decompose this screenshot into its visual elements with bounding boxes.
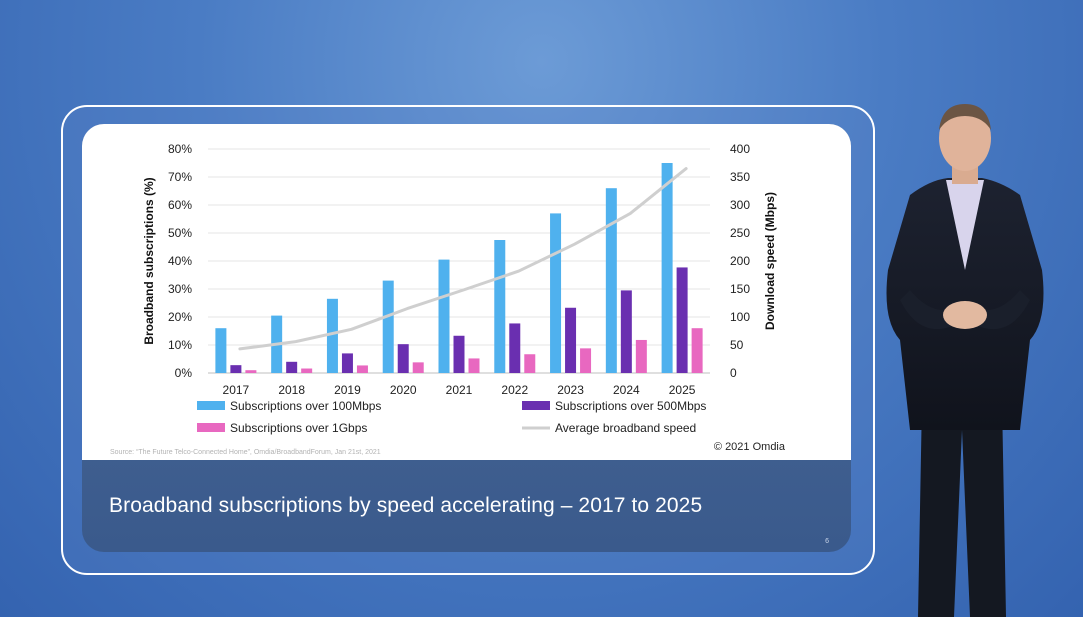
- bar-0-2022: [494, 240, 506, 373]
- presenter-figure: [886, 104, 1044, 617]
- y-tick-label: 40%: [168, 254, 192, 268]
- bar-1-2022: [509, 323, 521, 373]
- bar-1-2017: [230, 365, 242, 373]
- bar-2-2017: [245, 370, 257, 373]
- y2-tick-label: 250: [730, 226, 750, 240]
- y2-tick-label: 300: [730, 198, 750, 212]
- legend-swatch: [197, 401, 225, 410]
- y-axis-label: Broadband subscriptions (%): [142, 177, 156, 344]
- bar-0-2025: [661, 163, 673, 373]
- bar-0-2024: [605, 188, 617, 373]
- y2-axis-label: Download speed (Mbps): [763, 192, 777, 330]
- bar-1-2020: [397, 344, 409, 373]
- chart-panel: 0% 10% 20% 30% 40% 50% 60% 70% 80% 0 50 100 150 200 25…: [82, 124, 851, 460]
- x-tick-label: 2018: [278, 383, 305, 397]
- y-tick-label: 80%: [168, 142, 192, 156]
- y-tick-label: 70%: [168, 170, 192, 184]
- bar-1-2023: [565, 307, 577, 373]
- slide-card: 0% 10% 20% 30% 40% 50% 60% 70% 80% 0 50 100 150 200 25…: [82, 124, 851, 552]
- broadband-chart: 0% 10% 20% 30% 40% 50% 60% 70% 80% 0 50 100 150 200 25…: [110, 142, 786, 456]
- bar-0-2020: [382, 280, 394, 373]
- legend-label: Subscriptions over 500Mbps: [555, 399, 706, 413]
- legend-label: Average broadband speed: [555, 421, 696, 435]
- y-tick-label: 10%: [168, 338, 192, 352]
- bar-0-2019: [326, 298, 338, 373]
- y2-tick-label: 350: [730, 170, 750, 184]
- bar-2-2024: [635, 339, 647, 373]
- bar-1-2019: [341, 353, 353, 373]
- y2-tick-label: 50: [730, 338, 744, 352]
- source-note: Source: “The Future Telco-Connected Home…: [110, 449, 381, 456]
- bar-0-2023: [550, 213, 562, 373]
- bar-2-2019: [356, 365, 368, 373]
- y-tick-label: 30%: [168, 282, 192, 296]
- bar-1-2024: [620, 290, 632, 373]
- legend-label: Subscriptions over 100Mbps: [230, 399, 381, 413]
- y2-tick-label: 200: [730, 254, 750, 268]
- bar-2-2023: [580, 348, 592, 373]
- legend-swatch: [522, 401, 550, 410]
- x-tick-label: 2017: [223, 383, 250, 397]
- bar-2-2021: [468, 358, 480, 373]
- legend-label: Subscriptions over 1Gbps: [230, 421, 367, 435]
- bar-1-2025: [676, 267, 688, 373]
- x-tick-label: 2021: [446, 383, 473, 397]
- x-tick-label: 2020: [390, 383, 417, 397]
- page-number: 6: [825, 538, 829, 545]
- bar-2-2018: [301, 368, 313, 373]
- average-speed-line: [238, 167, 688, 351]
- y-tick-label: 20%: [168, 310, 192, 324]
- bar-1-2021: [453, 335, 465, 373]
- x-tick-label: 2024: [613, 383, 640, 397]
- legend-swatch: [197, 423, 225, 432]
- copyright-note: © 2021 Omdia: [714, 441, 786, 453]
- y2-tick-label: 0: [730, 366, 737, 380]
- x-tick-label: 2023: [557, 383, 584, 397]
- bar-2-2025: [691, 328, 703, 373]
- bar-0-2021: [438, 259, 450, 373]
- x-tick-label: 2019: [334, 383, 361, 397]
- bar-0-2017: [215, 328, 227, 373]
- slide-caption: Broadband subscriptions by speed acceler…: [109, 494, 703, 517]
- bar-1-2018: [286, 361, 298, 373]
- y-tick-label: 50%: [168, 226, 192, 240]
- y2-tick-label: 150: [730, 282, 750, 296]
- y2-tick-label: 400: [730, 142, 750, 156]
- y-tick-label: 60%: [168, 198, 192, 212]
- x-tick-label: 2022: [501, 383, 528, 397]
- bar-2-2020: [412, 362, 424, 373]
- y-tick-label: 0%: [175, 366, 193, 380]
- x-tick-label: 2025: [669, 383, 696, 397]
- bar-2-2022: [524, 354, 536, 373]
- y2-tick-label: 100: [730, 310, 750, 324]
